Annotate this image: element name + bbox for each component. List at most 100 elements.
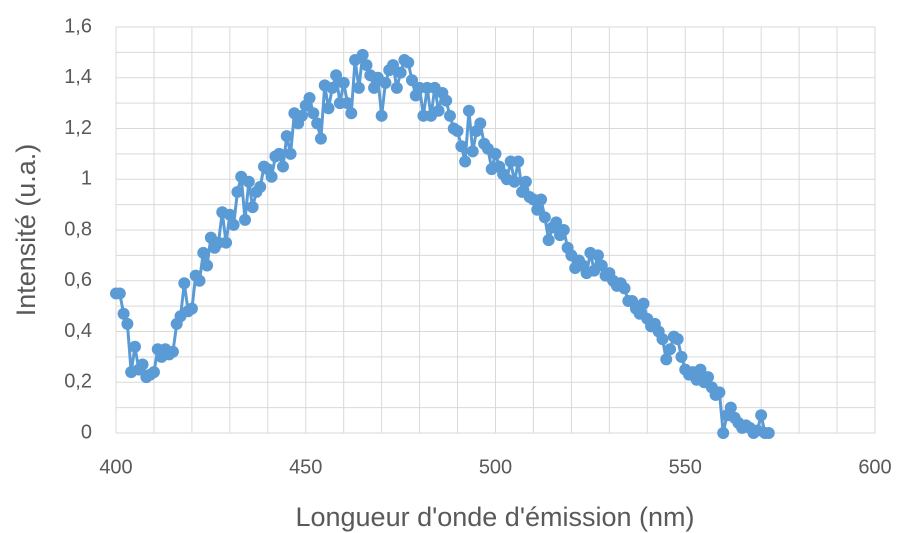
data-point bbox=[387, 59, 400, 72]
data-point bbox=[303, 92, 316, 105]
data-point bbox=[337, 76, 350, 89]
y-tick-label: 0,2 bbox=[64, 371, 92, 393]
x-axis-title: Longueur d'onde d'émission (nm) bbox=[295, 502, 694, 532]
data-point bbox=[284, 147, 297, 160]
data-point bbox=[227, 218, 240, 231]
data-point bbox=[474, 117, 487, 130]
data-point bbox=[356, 48, 369, 61]
data-point bbox=[254, 180, 267, 193]
y-tick-label: 1,2 bbox=[64, 117, 92, 139]
data-point bbox=[550, 216, 563, 229]
data-point bbox=[702, 371, 715, 384]
data-point bbox=[512, 155, 525, 168]
data-point bbox=[220, 236, 233, 249]
data-point bbox=[637, 297, 650, 310]
data-point bbox=[595, 259, 608, 272]
data-point bbox=[147, 366, 160, 379]
data-point bbox=[322, 102, 335, 115]
data-point bbox=[166, 345, 179, 358]
data-point bbox=[462, 104, 475, 117]
data-point bbox=[242, 175, 255, 188]
data-point bbox=[762, 427, 775, 439]
data-point bbox=[557, 224, 570, 236]
data-point bbox=[379, 76, 392, 89]
data-point bbox=[675, 350, 688, 363]
data-point bbox=[591, 249, 604, 262]
data-point bbox=[239, 213, 252, 226]
data-point bbox=[311, 117, 324, 130]
data-point bbox=[660, 353, 673, 366]
data-point bbox=[345, 107, 358, 120]
data-point bbox=[519, 175, 532, 188]
data-point bbox=[273, 147, 286, 160]
data-point bbox=[330, 69, 343, 82]
data-point bbox=[466, 145, 479, 158]
y-tick-label: 0,4 bbox=[64, 320, 92, 342]
x-tick-label: 500 bbox=[479, 456, 512, 478]
data-point bbox=[307, 107, 320, 120]
data-point bbox=[197, 246, 210, 259]
x-tick-label: 450 bbox=[289, 456, 322, 478]
data-point bbox=[223, 208, 236, 221]
data-point bbox=[128, 340, 141, 353]
data-point bbox=[664, 343, 677, 356]
data-point bbox=[755, 409, 768, 422]
data-point bbox=[531, 203, 544, 216]
data-point bbox=[121, 317, 134, 330]
data-point bbox=[455, 140, 468, 153]
data-point bbox=[280, 130, 293, 143]
data-point bbox=[368, 81, 381, 94]
data-point bbox=[193, 274, 206, 287]
y-tick-label: 0 bbox=[81, 421, 92, 443]
x-tick-label: 600 bbox=[858, 456, 891, 478]
data-point bbox=[694, 363, 707, 376]
y-axis-title: Intensité (u.a.) bbox=[11, 144, 41, 317]
y-tick-label: 1,4 bbox=[64, 66, 92, 88]
data-point bbox=[201, 259, 214, 272]
data-point bbox=[618, 282, 631, 295]
data-point bbox=[360, 59, 373, 72]
data-point bbox=[265, 170, 278, 183]
y-tick-label: 1 bbox=[81, 168, 92, 190]
data-point bbox=[432, 104, 445, 117]
data-point bbox=[276, 160, 289, 173]
data-point bbox=[538, 211, 551, 224]
data-point bbox=[402, 56, 415, 69]
data-point bbox=[717, 427, 730, 439]
data-point bbox=[394, 66, 407, 79]
data-point bbox=[314, 132, 327, 145]
data-point bbox=[375, 109, 388, 122]
data-point bbox=[185, 302, 198, 315]
data-point bbox=[136, 358, 149, 371]
y-tick-label: 1,6 bbox=[64, 15, 92, 37]
data-point bbox=[656, 333, 669, 346]
data-point bbox=[459, 155, 472, 168]
data-point bbox=[443, 109, 456, 122]
data-point bbox=[535, 193, 548, 206]
data-point bbox=[341, 97, 354, 110]
y-tick-label: 0,8 bbox=[64, 218, 92, 240]
y-tick-label: 0,6 bbox=[64, 269, 92, 291]
data-point bbox=[246, 201, 259, 214]
data-point bbox=[352, 81, 365, 94]
data-point bbox=[451, 125, 464, 138]
data-point bbox=[117, 307, 130, 320]
grid bbox=[115, 26, 876, 434]
data-point bbox=[406, 74, 419, 87]
data-point bbox=[671, 333, 684, 346]
data-point bbox=[542, 234, 555, 247]
data-point bbox=[178, 277, 191, 290]
data-point bbox=[231, 185, 244, 198]
data-point bbox=[440, 94, 453, 107]
data-point bbox=[489, 147, 502, 160]
x-tick-label: 550 bbox=[669, 456, 702, 478]
data-point bbox=[295, 109, 308, 122]
data-point bbox=[113, 287, 126, 300]
x-tick-label: 400 bbox=[99, 456, 132, 478]
data-point bbox=[390, 81, 403, 94]
data-point bbox=[508, 175, 521, 188]
data-point bbox=[713, 386, 726, 399]
data-point bbox=[724, 401, 737, 414]
